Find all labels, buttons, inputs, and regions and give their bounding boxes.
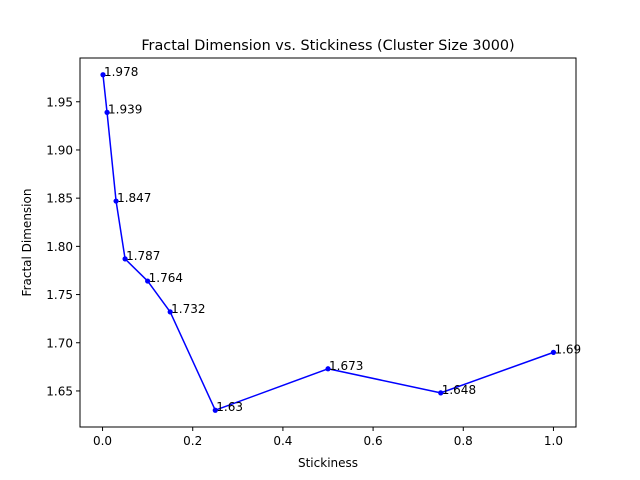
data-label: 1.847 <box>117 191 151 205</box>
data-point <box>212 407 218 413</box>
axes-frame <box>79 57 577 428</box>
data-point <box>145 278 151 284</box>
x-axis-label: Stickiness <box>298 456 358 470</box>
data-label: 1.764 <box>149 271 183 285</box>
y-tick-label: 1.95 <box>46 95 73 109</box>
data-point <box>113 198 119 204</box>
x-tick-label: 0.8 <box>454 434 473 448</box>
y-tick-label: 1.80 <box>46 240 73 254</box>
data-label: 1.673 <box>329 359 363 373</box>
x-tick-label: 1.0 <box>544 434 563 448</box>
data-label: 1.648 <box>442 383 476 397</box>
data-point <box>438 390 444 396</box>
data-point <box>550 349 557 355</box>
x-tick-label: 0.4 <box>273 434 292 448</box>
data-point <box>167 309 173 315</box>
data-label: 1.69 <box>554 342 581 356</box>
y-tick-label: 1.75 <box>46 288 73 302</box>
x-tick-label: 0.0 <box>93 434 112 448</box>
y-tick-label: 1.70 <box>46 336 73 350</box>
data-point <box>100 72 106 78</box>
x-tick-label: 0.6 <box>364 434 383 448</box>
data-label: 1.787 <box>126 249 160 263</box>
y-axis-label: Fractal Dimension <box>20 189 34 297</box>
data-point <box>325 366 331 372</box>
plot-area: 0.0 0.2 0.4 0.6 0.8 1.0 1.65 1.70 1.75 1.80 1.85 1.… <box>46 65 581 448</box>
y-tick-label: 1.85 <box>46 192 73 206</box>
y-tick-label: 1.90 <box>46 143 73 157</box>
series-line <box>102 74 554 411</box>
data-label: 1.939 <box>108 102 142 116</box>
data-label: 1.63 <box>216 400 243 414</box>
chart-title: Fractal Dimension vs. Stickiness (Cluste… <box>141 38 514 54</box>
data-label: 1.732 <box>171 302 205 316</box>
x-tick-label: 0.2 <box>183 434 202 448</box>
data-point <box>104 109 110 115</box>
y-tick-label: 1.65 <box>46 384 73 398</box>
data-label: 1.978 <box>104 65 138 79</box>
data-point <box>122 256 128 262</box>
